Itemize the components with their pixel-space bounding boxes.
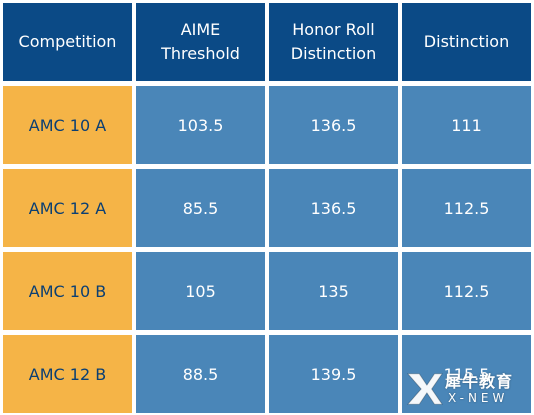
header-honor-roll-distinction: Honor Roll Distinction xyxy=(269,3,398,81)
score-table: Competition AIME Threshold Honor Roll Di… xyxy=(3,3,531,413)
cell-honor-roll: 135 xyxy=(269,252,398,330)
cell-distinction: 112.5 xyxy=(402,252,531,330)
cell-distinction: 115.5 xyxy=(402,335,531,413)
header-competition: Competition xyxy=(3,3,132,81)
cell-distinction: 111 xyxy=(402,86,531,164)
row-label: AMC 10 A xyxy=(3,86,132,164)
cell-distinction: 112.5 xyxy=(402,169,531,247)
header-distinction: Distinction xyxy=(402,3,531,81)
cell-aime-threshold: 103.5 xyxy=(136,86,265,164)
cell-honor-roll: 136.5 xyxy=(269,86,398,164)
row-label: AMC 12 B xyxy=(3,335,132,413)
cell-aime-threshold: 105 xyxy=(136,252,265,330)
header-aime-threshold: AIME Threshold xyxy=(136,3,265,81)
row-label: AMC 12 A xyxy=(3,169,132,247)
cell-aime-threshold: 88.5 xyxy=(136,335,265,413)
cell-honor-roll: 136.5 xyxy=(269,169,398,247)
row-label: AMC 10 B xyxy=(3,252,132,330)
cell-aime-threshold: 85.5 xyxy=(136,169,265,247)
cell-honor-roll: 139.5 xyxy=(269,335,398,413)
